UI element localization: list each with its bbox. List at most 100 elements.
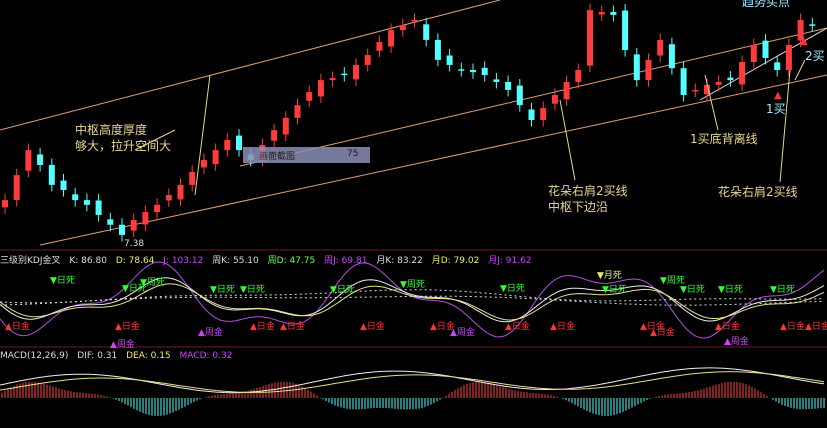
candle-body <box>668 44 675 69</box>
candle-body <box>177 184 184 200</box>
channel-lines <box>0 0 827 246</box>
kdj-k-line <box>0 277 825 323</box>
candle-body <box>633 54 640 81</box>
kdj-signal: ▼日死 <box>122 284 147 294</box>
kdj-signal: ▼日死 <box>240 285 265 295</box>
macd-header: MACD(12,26,9) DIF: 0.31 DEA: 0.15 MACD: … <box>0 351 238 361</box>
kdj-signal: ▲日金 <box>505 322 530 332</box>
kdj-month-line <box>0 295 825 306</box>
candle-body <box>306 92 313 101</box>
low-price-label: 7.38 <box>124 239 145 249</box>
candle-body <box>25 150 32 171</box>
annotation-arrow <box>134 129 176 151</box>
macd-name: MACD(12,26,9) <box>0 351 69 361</box>
kdj-signal: ▼日死 <box>330 285 355 295</box>
macd-dif-line <box>0 367 825 394</box>
candle-body <box>294 105 301 118</box>
kdj-signal: ▲周金 <box>450 328 475 338</box>
kdj-signal: ▲日金 <box>250 322 275 332</box>
annotation-buy1: 1买 <box>766 102 786 116</box>
annotation-shoulder: 花朵右肩2买线 中枢下边沿 <box>548 184 628 214</box>
candle-body <box>446 55 453 65</box>
candle-body <box>785 44 792 70</box>
candle-body <box>329 77 336 81</box>
candle-body <box>376 42 383 51</box>
kdj-month-j: 月J: 91.62 <box>488 256 532 266</box>
candle-body <box>692 89 699 92</box>
annotation-thickness: 中枢高度厚度 够大，拉升空间大 <box>75 123 172 153</box>
candle-body <box>598 11 605 15</box>
candle-body <box>236 135 242 151</box>
candle-body <box>48 164 55 185</box>
candle-body <box>762 40 769 59</box>
candle-body <box>60 180 67 190</box>
kdj-d-line <box>0 283 825 321</box>
candle-body <box>341 73 348 76</box>
kdj-signal: ▼日死 <box>718 285 743 295</box>
kdj-signal: ▲日金 <box>115 322 140 332</box>
kdj-signal: ▼日死 <box>680 285 705 295</box>
candle-body <box>317 80 324 97</box>
candle-body <box>224 139 231 151</box>
candle-body <box>528 109 535 121</box>
kdj-header: 三级别KDJ金叉 K: 86.80 D: 78.64 J: 103.12 周K:… <box>0 253 538 266</box>
candle-body <box>388 30 395 47</box>
candle-body <box>587 10 593 66</box>
kdj-signal: ▲日金 <box>640 322 665 332</box>
candle-body <box>399 25 406 31</box>
macd-histogram <box>0 367 825 416</box>
candle-body <box>423 24 430 40</box>
candle-body <box>739 62 746 85</box>
kdj-signal: ▲日金 <box>430 322 455 332</box>
candle-body <box>540 108 547 121</box>
candle-body <box>282 117 289 135</box>
candle-body <box>657 39 664 56</box>
candle-body <box>95 200 102 215</box>
candle-body <box>715 81 722 85</box>
candle-body <box>458 69 465 71</box>
buy1-marker: ▲ <box>774 90 782 101</box>
candle-body <box>130 220 137 231</box>
candle-body <box>13 175 20 201</box>
candle-body <box>434 39 441 60</box>
candle-body <box>2 200 8 208</box>
macd-dea-line <box>0 371 825 394</box>
candle-body <box>481 67 488 76</box>
candle-body <box>704 84 710 95</box>
kdj-signal: ▼月死 <box>597 271 622 281</box>
kdj-signal: ▲日金 <box>715 322 740 332</box>
kdj-signal: ▲日金 <box>360 322 385 332</box>
kdj-week-j: 周J: 69.81 <box>324 256 368 266</box>
kdj-signal: ▲周金 <box>724 337 749 347</box>
candle-body <box>212 150 219 165</box>
candle-body <box>575 69 582 82</box>
channel-line <box>0 0 501 131</box>
candle-body <box>72 194 79 201</box>
annotation-arrows: ▲▲ <box>134 36 808 196</box>
kdj-signal: ▲日金 <box>280 322 305 332</box>
candle-body <box>37 154 44 165</box>
candlesticks <box>2 3 816 242</box>
annotation-divergence: 1买底背离线 <box>690 132 758 146</box>
kdj-signal: ▲日金 <box>5 322 30 332</box>
candle-body <box>563 81 570 100</box>
candle-body <box>516 85 523 106</box>
candle-body <box>551 95 558 104</box>
kdj-signal: ▼日死 <box>602 285 627 295</box>
candle-body <box>727 77 734 81</box>
channel-line <box>239 27 827 167</box>
kdj-signal: ▲日金 <box>650 328 675 338</box>
candle-body <box>189 171 196 185</box>
candle-body <box>83 200 90 205</box>
annotation-top-right: 趋势买点 <box>742 0 791 9</box>
candle-body <box>505 81 512 90</box>
candle-body <box>680 68 687 95</box>
candle-body <box>809 24 816 26</box>
candle-body <box>119 224 125 235</box>
kdj-signal: ▲周金 <box>110 340 135 350</box>
kdj-week-d: 周D: 47.75 <box>267 256 316 266</box>
annotation-arrow <box>559 99 576 181</box>
kdj-k: K: 86.80 <box>69 256 107 266</box>
kdj-signal: ▼周死 <box>400 280 425 290</box>
